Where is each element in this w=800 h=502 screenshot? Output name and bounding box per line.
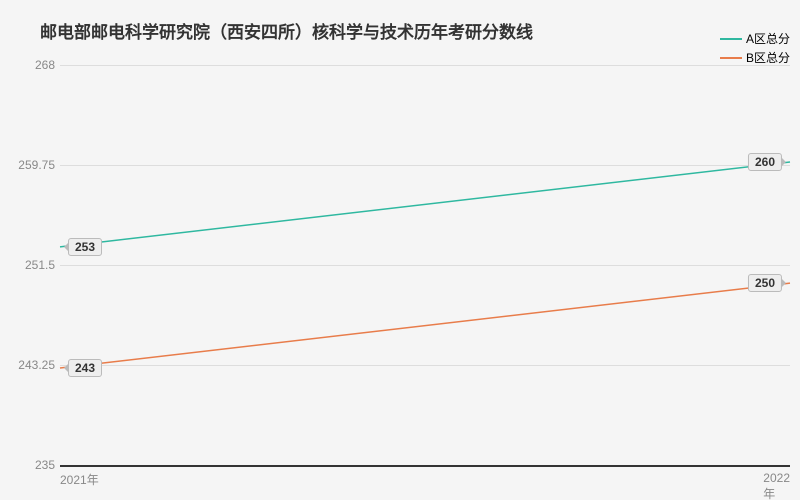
legend-swatch-b: [720, 57, 742, 59]
series-line: [60, 162, 790, 247]
y-axis-tick: 268: [0, 58, 60, 72]
chart-container: 邮电部邮电科学研究院（西安四所）核科学与技术历年考研分数线 A区总分 B区总分 …: [0, 0, 800, 500]
data-label: 253: [68, 238, 102, 256]
legend-item-b: B区总分: [720, 49, 790, 66]
legend-swatch-a: [720, 38, 742, 40]
data-label: 260: [748, 153, 782, 171]
x-axis-tick: 2022年: [763, 465, 790, 502]
x-axis-tick: 2021年: [60, 465, 99, 488]
gridline: [60, 165, 790, 166]
legend-label-b: B区总分: [746, 49, 790, 66]
y-axis-tick: 259.75: [0, 158, 60, 172]
series-line: [60, 283, 790, 368]
y-axis-tick: 251.5: [0, 258, 60, 272]
gridline: [60, 365, 790, 366]
y-axis-tick: 243.25: [0, 358, 60, 372]
data-label: 250: [748, 274, 782, 292]
y-axis-tick: 235: [0, 458, 60, 472]
chart-title: 邮电部邮电科学研究院（西安四所）核科学与技术历年考研分数线: [40, 18, 533, 43]
data-label: 243: [68, 359, 102, 377]
legend: A区总分 B区总分: [720, 30, 790, 68]
x-axis-baseline: [60, 465, 790, 467]
gridline: [60, 65, 790, 66]
gridline: [60, 265, 790, 266]
legend-item-a: A区总分: [720, 30, 790, 47]
plot-area: 235243.25251.5259.752682021年2022年2532602…: [60, 65, 790, 465]
legend-label-a: A区总分: [746, 30, 790, 47]
